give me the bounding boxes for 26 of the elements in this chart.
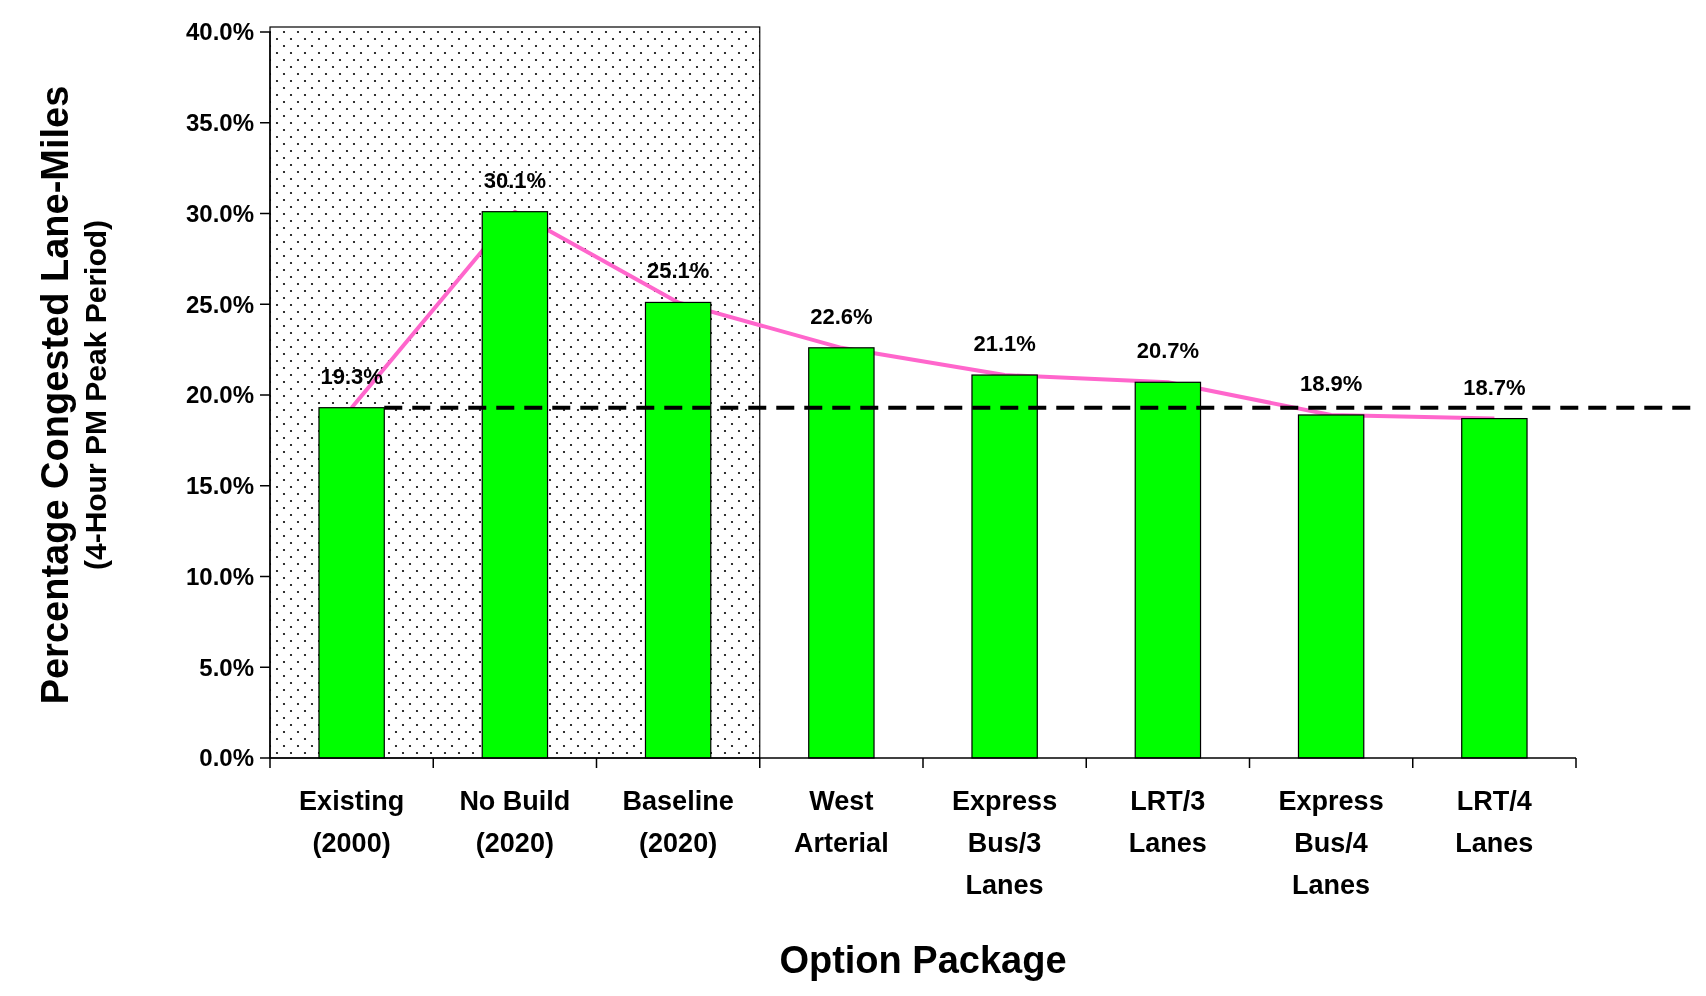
text: 18.9% xyxy=(1299,370,1363,396)
x-tick-label: West Arterial xyxy=(794,786,889,858)
x-axis-title: Option Package xyxy=(779,939,1067,981)
text: 21.1% xyxy=(973,331,1036,357)
x-tick-label: Express Bus/3 Lanes xyxy=(952,786,1058,900)
y-tick-label: 15.0% xyxy=(185,472,254,500)
x-tick-label: Express Bus/4 Lanes xyxy=(1278,786,1384,900)
text: 30.1% xyxy=(483,167,547,193)
x-tick-label: Baseline (2020) xyxy=(622,786,734,858)
y-axis-title: Percentage Congested Lane-Miles (4-Hour PM Peak Period) xyxy=(34,85,112,705)
y-tick-label: 0.0% xyxy=(199,744,254,772)
y-tick-label: 20.0% xyxy=(185,381,254,409)
y-tick-label: 40.0% xyxy=(185,18,254,46)
text: 25.1% xyxy=(646,258,710,284)
text: 22.6% xyxy=(810,303,873,329)
y-tick-label: 35.0% xyxy=(185,109,254,137)
y-tick-label: 25.0% xyxy=(185,290,254,318)
x-tick-label: LRT/3 Lanes xyxy=(1128,786,1207,858)
y-tick-label: 10.0% xyxy=(185,562,254,590)
x-tick-label: LRT/4 Lanes xyxy=(1455,786,1534,858)
x-tick-label: No Build (2020) xyxy=(459,786,571,858)
text: 18.7% xyxy=(1463,374,1526,400)
y-tick-label: 30.0% xyxy=(185,199,254,227)
x-tick-label: Existing (2000) xyxy=(299,786,405,858)
text: 20.7% xyxy=(1136,338,1200,364)
y-tick-label: 5.0% xyxy=(199,653,254,681)
